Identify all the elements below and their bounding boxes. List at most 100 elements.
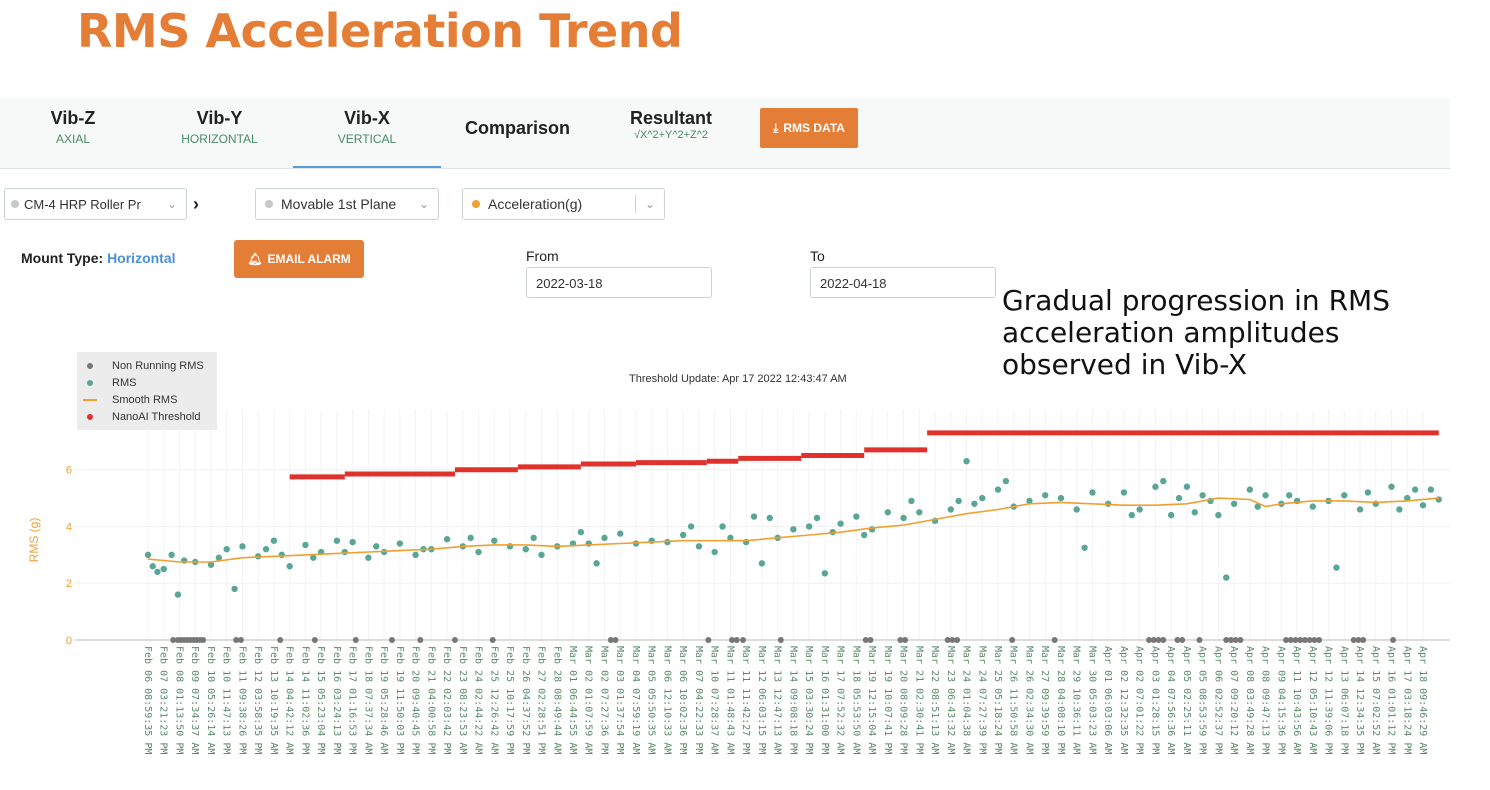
legend-item-threshold[interactable]: NanoAI Threshold [83,408,217,425]
rms-point [443,536,451,543]
email-alarm-label: EMAIL ALARM [267,252,351,266]
x-tick-label: Apr 08 09:47:13 PM [1260,646,1271,754]
annotation-text: Gradual progression in RMS acceleration … [1002,284,1390,381]
rms-point [1191,509,1198,516]
non-running-point [728,637,735,643]
x-tick-label: Feb 17 01:16:53 PM [347,646,358,754]
from-label: From [526,248,559,264]
x-tick-label: Mar 29 10:36:11 AM [1071,646,1082,754]
non-running-point [1311,637,1318,643]
x-tick-label: Apr 11 10:43:56 AM [1291,646,1302,754]
rms-point [1396,506,1403,513]
non-running-point [1360,637,1367,643]
measure-select[interactable]: Acceleration(g) ⌄ [462,188,665,220]
non-running-point [489,637,496,643]
legend-item-smooth-rms[interactable]: Smooth RMS [83,391,217,408]
rms-point [679,531,687,539]
x-tick-label: Apr 07 09:20:12 AM [1228,646,1239,754]
rms-point [174,591,182,598]
rms-point [1404,494,1411,502]
rms-point [750,513,758,520]
x-tick-label: Mar 27 09:39:59 PM [1039,646,1050,754]
non-running-point [862,637,869,643]
non-running-point [902,637,909,643]
legend-label: Smooth RMS [112,393,178,406]
rms-point [994,486,1002,493]
x-tick-label: Feb 07 03:21:23 PM [158,646,169,754]
rms-point [1057,494,1065,502]
plane-select[interactable]: Movable 1st Plane ⌄ [255,188,439,220]
x-tick-label: Feb 09 07:34:37 AM [189,646,200,754]
non-running-point [607,637,614,643]
legend-item-rms[interactable]: RMS [83,374,217,391]
x-tick-label: Mar 06 10:02:36 PM [677,646,688,754]
non-running-point [352,637,359,643]
x-tick-label: Mar 02 07:27:36 PM [598,646,609,754]
rms-point [207,561,215,568]
tab-sub: HORIZONTAL [181,132,258,146]
tab-vib-y[interactable]: Vib-Y HORIZONTAL [146,98,293,168]
rms-point [884,509,892,516]
tab-resultant[interactable]: Resultant √X^2+Y^2+Z^2 [600,98,742,168]
non-running-point [612,637,619,643]
rms-point [758,560,766,567]
x-tick-label: Apr 14 12:34:35 PM [1354,646,1365,754]
x-tick-label: Feb 08 01:13:50 PM [173,646,184,754]
machine-select-value: CM-4 HRP Roller Pr [24,196,141,212]
x-tick-label: Mar 16 01:31:00 PM [819,646,830,754]
rms-point [1136,506,1143,513]
tab-comparison[interactable]: Comparison [441,98,594,168]
email-alarm-button[interactable]: 🔔︎ EMAIL ALARM [234,240,364,278]
y-axis-label: RMS (g) [27,518,41,563]
rms-point [530,534,537,542]
non-running-point [1160,637,1167,643]
non-running-point [1283,637,1290,643]
rms-point [1254,503,1261,510]
rms-point [1223,574,1230,581]
rms-point [687,523,695,530]
rms-point [1435,496,1442,503]
rms-point [805,523,813,530]
rms-point [916,509,923,516]
tab-vib-x[interactable]: Vib-X VERTICAL [293,98,441,168]
rms-point [1081,544,1088,551]
x-tick-label: Feb 18 07:37:34 AM [362,646,373,754]
non-running-point [949,637,956,643]
rms-point [467,534,474,542]
machine-select[interactable]: CM-4 HRP Roller Pr ⌄ [4,188,187,220]
legend-item-non-running[interactable]: Non Running RMS [83,357,217,374]
legend-label: Non Running RMS [112,359,204,372]
status-dot-icon [265,200,273,208]
non-running-point [1150,637,1157,643]
gridlines [75,410,1450,640]
rms-point [577,528,585,536]
rms-point [239,543,246,550]
from-date-input[interactable]: 2022-03-18 [526,267,712,298]
x-tick-label: Feb 13 10:19:35 AM [268,646,279,754]
non-running-point [1350,637,1357,643]
legend-marker [83,413,97,420]
status-dot-icon [11,200,19,208]
rms-data-button[interactable]: ⤓ RMS DATA [760,108,858,148]
rms-point [286,563,293,570]
rms-series [144,458,1442,598]
x-tick-label: Mar 07 04:22:33 PM [693,646,704,754]
mount-type-label: Mount Type: [21,250,104,266]
rms-point [727,534,734,542]
rms-point [695,543,703,550]
to-date-input[interactable]: 2022-04-18 [810,267,996,298]
tab-vib-z[interactable]: Vib-Z AXIAL [0,98,146,168]
chevron-down-icon: ⌄ [418,197,430,211]
x-tick-label: Feb 26 04:37:52 PM [520,646,531,754]
status-dot-icon [472,200,480,208]
rms-point [947,506,954,513]
non-running-point [1174,637,1181,643]
rms-data-label: RMS DATA [783,121,845,135]
rms-point [231,585,238,593]
non-running-point [170,637,177,643]
rms-point [790,526,797,533]
legend-label: RMS [112,376,137,389]
chart-legend[interactable]: Non Running RMS RMS Smooth RMS NanoAI Th… [77,352,217,430]
rms-point [1167,511,1175,519]
rms-point [1175,494,1183,502]
